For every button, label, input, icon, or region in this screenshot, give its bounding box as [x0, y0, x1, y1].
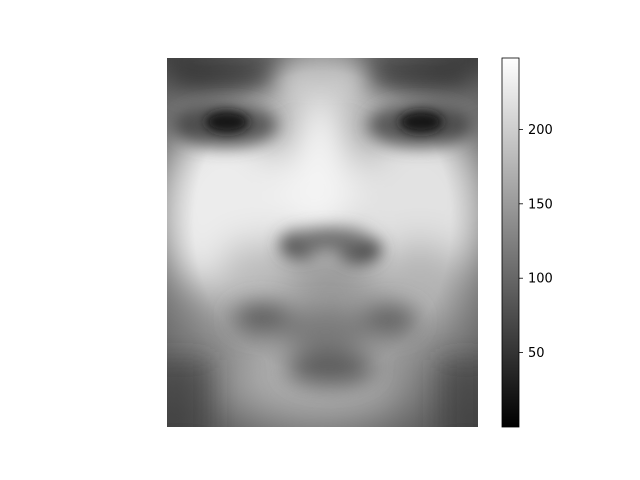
colorbar-gradient: [502, 58, 519, 427]
colorbar: 50 100 150 200: [502, 58, 553, 427]
colorbar-ticks: 50 100 150 200: [519, 123, 553, 361]
colorbar-tick-label: 100: [528, 272, 553, 287]
colorbar-tick-label: 50: [528, 346, 545, 361]
face-heatmap: [150, 40, 490, 440]
colorbar-tick-label: 150: [528, 197, 553, 212]
colorbar-tick-label: 200: [528, 123, 553, 138]
